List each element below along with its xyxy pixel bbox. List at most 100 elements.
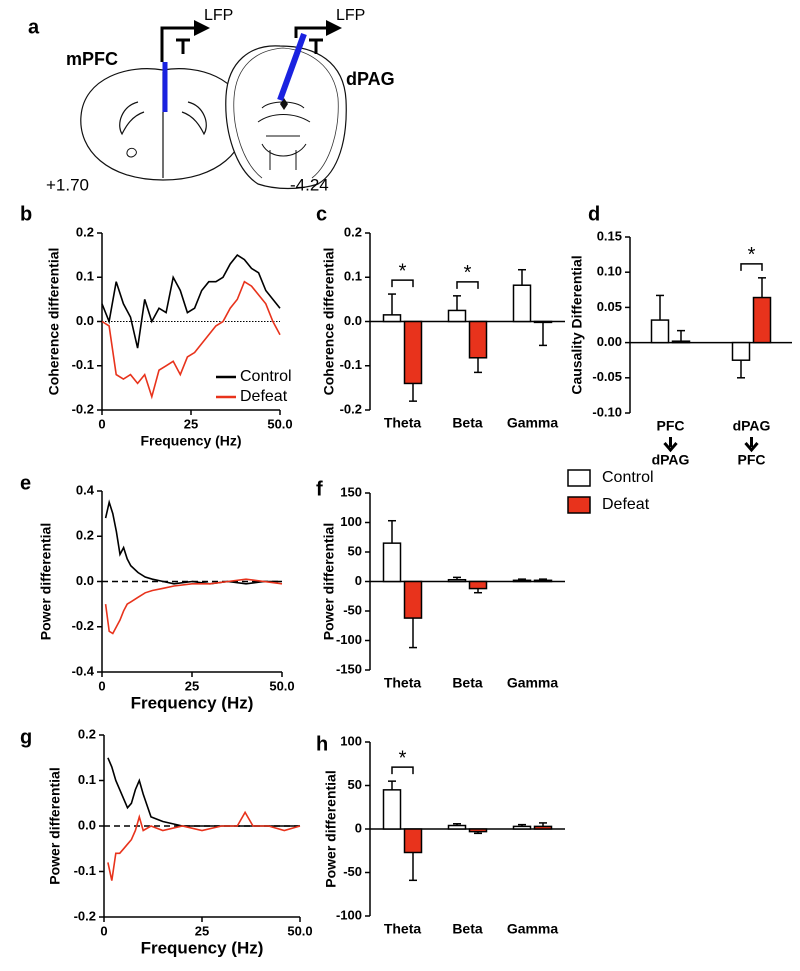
x-tick-label: Theta (384, 921, 422, 937)
y-tick-label: 50 (348, 777, 362, 792)
x-tick-label: PFC (738, 452, 766, 468)
y-axis-title: Causality Differential (569, 255, 585, 394)
y-tick-label: 0.2 (76, 224, 94, 239)
y-tick-label: -0.1 (74, 863, 96, 878)
bar (731, 341, 751, 361)
region-label: mPFC (66, 49, 118, 69)
x-axis-title: Frequency (Hz) (131, 693, 254, 712)
y-axis-title: Power differential (321, 523, 337, 640)
legend-label: Control (602, 469, 654, 486)
y-tick-label: 0.2 (78, 726, 96, 741)
bar (447, 309, 467, 323)
y-tick-label: -100 (336, 907, 362, 922)
x-tick-label: Gamma (507, 415, 559, 431)
y-tick-label: 0 (355, 820, 362, 835)
contour (233, 47, 339, 179)
panel-label: h (316, 733, 328, 755)
series-line (107, 810, 301, 881)
bar (403, 320, 423, 385)
x-tick-label: Beta (452, 675, 483, 691)
bar (512, 284, 532, 323)
x-tick-label: 50.0 (269, 678, 294, 693)
legend-label: Defeat (602, 496, 650, 513)
region-label: dPAG (346, 69, 395, 89)
panel-label: d (588, 203, 600, 225)
panel-label: c (316, 203, 327, 225)
ventricle (181, 101, 207, 136)
series-line (104, 499, 282, 585)
x-tick-label: Gamma (507, 921, 559, 937)
bar (533, 825, 553, 830)
x-tick-label: 25 (185, 678, 199, 693)
coordinate-label: -4.24 (290, 175, 329, 194)
bar (512, 825, 532, 830)
y-tick-label: -0.1 (340, 357, 362, 372)
significance-bracket (391, 279, 414, 288)
panel-label: e (20, 472, 31, 494)
y-tick-label: 0.15 (597, 228, 622, 243)
y-tick-label: 0.0 (78, 817, 96, 832)
y-tick-label: 0.10 (597, 264, 622, 279)
panel-label: f (316, 478, 323, 500)
x-tick-label: Theta (384, 675, 422, 691)
bar (403, 828, 423, 854)
x-tick-label: 25 (195, 923, 209, 938)
x-tick-label: dPAG (733, 418, 771, 434)
signal-arrow (294, 26, 328, 38)
signal-label: LFP (204, 7, 233, 24)
bar (512, 579, 532, 583)
x-tick-label: Beta (452, 921, 483, 937)
y-tick-label: -150 (336, 661, 362, 676)
y-axis-title: Coherence differential (321, 248, 337, 396)
y-tick-label: 100 (340, 733, 362, 748)
bar (382, 789, 402, 830)
y-tick-label: 0.1 (78, 772, 96, 787)
x-tick-label: dPAG (652, 452, 690, 468)
arrow-head (326, 20, 342, 36)
significance-bracket (391, 766, 414, 775)
bar (382, 542, 402, 583)
y-tick-label: -0.2 (340, 401, 362, 416)
bar (533, 579, 553, 583)
y-axis-title: Power differential (38, 523, 54, 640)
legend-label: Defeat (240, 388, 288, 405)
y-tick-label: -50 (343, 864, 362, 879)
bar (447, 578, 467, 583)
significance-label: * (399, 260, 407, 282)
direction-arrow (663, 437, 678, 453)
y-tick-label: -100 (336, 632, 362, 647)
y-axis-title: Coherence differential (46, 248, 62, 396)
coordinate-label: +1.70 (46, 175, 89, 194)
significance-bracket (456, 281, 479, 289)
significance-label: * (748, 244, 756, 266)
y-axis-title: Power differential (323, 770, 339, 887)
electrode (277, 32, 307, 102)
legend-label: Control (240, 368, 292, 385)
bar (403, 580, 423, 619)
y-tick-label: 0.4 (76, 482, 95, 497)
series-line (101, 280, 281, 400)
x-tick-label: 0 (98, 678, 105, 693)
x-axis-title: Frequency (Hz) (141, 938, 264, 957)
arrow-head (194, 20, 210, 36)
direction-arrow (744, 437, 759, 453)
series-line (107, 757, 300, 827)
panel-label: b (20, 203, 32, 225)
y-tick-label: -0.2 (72, 618, 94, 633)
significance-bracket (740, 263, 763, 271)
series-line (104, 578, 283, 635)
x-tick-label: Beta (452, 415, 483, 431)
brain-outline (225, 45, 347, 190)
x-tick-label: 0 (100, 923, 107, 938)
x-tick-label: 50.0 (287, 923, 312, 938)
y-tick-label: 50 (348, 543, 362, 558)
signal-arrow (160, 26, 196, 62)
bar (468, 320, 488, 359)
bar (468, 828, 488, 833)
y-tick-label: 0.0 (344, 313, 362, 328)
y-tick-label: 0.2 (344, 224, 362, 239)
ventricle (119, 101, 145, 136)
y-tick-label: 0.05 (597, 299, 622, 314)
y-tick-label: -0.4 (72, 663, 95, 678)
y-tick-label: -0.1 (72, 357, 94, 372)
